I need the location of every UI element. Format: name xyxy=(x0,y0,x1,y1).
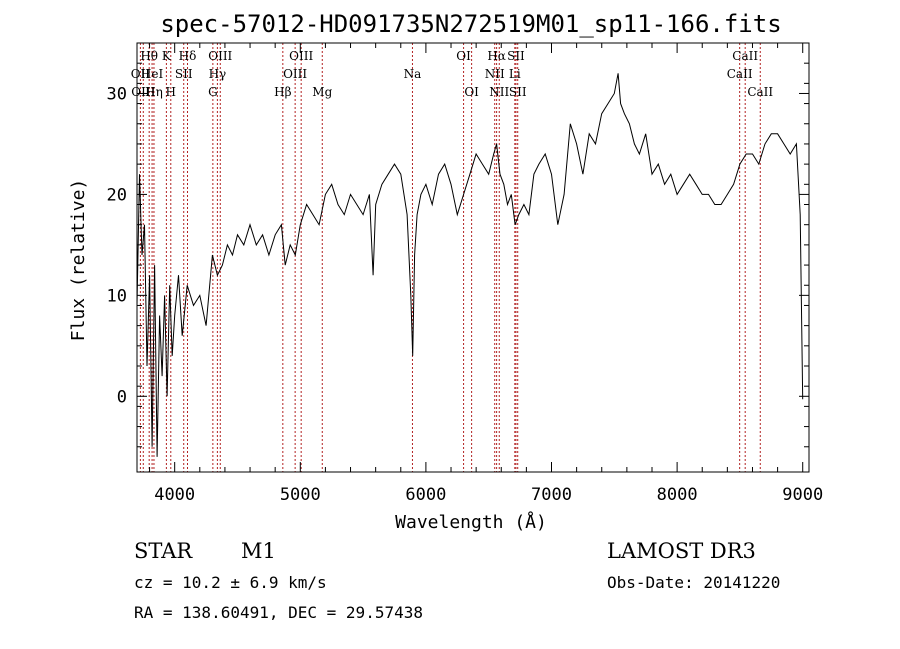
line-label-12: Hβ xyxy=(274,85,291,99)
line-label-11: G xyxy=(208,85,218,99)
line-label-26: CaII xyxy=(727,67,753,81)
line-label-20: NII xyxy=(485,67,505,81)
x-tick-label-3: 7000 xyxy=(531,485,572,505)
observation-date: Obs-Date: 20141220 xyxy=(607,573,781,592)
line-label-6: SII xyxy=(175,67,193,81)
y-tick-label-0: 0 xyxy=(117,387,127,407)
x-tick-label-5: 9000 xyxy=(782,485,823,505)
line-label-24: SII xyxy=(509,85,527,99)
coordinates-readout: RA = 138.60491, DEC = 29.57438 xyxy=(134,603,423,622)
line-label-17: OI xyxy=(456,49,471,63)
line-label-25: CaII xyxy=(732,49,758,63)
x-tick-label-1: 5000 xyxy=(280,485,321,505)
line-label-2: HeI xyxy=(141,67,164,81)
line-label-9: OIII xyxy=(208,49,232,63)
y-axis-label: Flux (relative) xyxy=(68,179,89,342)
axis-ticks: 4000 5000 6000 7000 8000 9000 0 10 20 30 xyxy=(107,42,823,505)
line-label-8: Hδ xyxy=(179,49,197,63)
line-label-4: Hη xyxy=(145,85,163,99)
line-label-0: Hθ xyxy=(140,49,158,63)
line-label-18: OI xyxy=(464,85,479,99)
x-tick-label-0: 4000 xyxy=(154,485,195,505)
spectrum-chart: spec-57012-HD091735N272519M01_sp11-166.f… xyxy=(68,10,823,533)
x-tick-label-2: 6000 xyxy=(405,485,446,505)
spectral-line-markers xyxy=(139,43,761,472)
line-label-13: OIII xyxy=(289,49,313,63)
line-label-10: Hγ xyxy=(209,67,227,81)
survey-name: LAMOST DR3 xyxy=(607,539,756,563)
line-label-14: OIII xyxy=(283,67,307,81)
line-label-22: SII xyxy=(507,49,525,63)
y-tick-label-1: 10 xyxy=(107,286,127,306)
x-axis-label: Wavelength (Å) xyxy=(395,511,547,533)
redshift-readout: cz = 10.2 ± 6.9 km/s xyxy=(134,573,327,592)
spectrum-line xyxy=(136,73,804,457)
line-label-27: CaII xyxy=(747,85,773,99)
line-label-21: NII xyxy=(489,85,509,99)
line-label-7: H xyxy=(166,85,176,99)
x-tick-label-4: 8000 xyxy=(657,485,698,505)
line-label-15: Mg xyxy=(312,85,332,99)
line-label-16: Na xyxy=(404,67,422,81)
object-subclass: M1 xyxy=(241,539,276,563)
plot-frame xyxy=(136,42,810,473)
y-tick-label-2: 20 xyxy=(107,185,127,205)
line-label-23: Li xyxy=(509,67,521,81)
object-class: STAR xyxy=(134,539,193,563)
y-tick-label-3: 30 xyxy=(107,84,127,104)
line-label-1: OII xyxy=(131,67,151,81)
line-label-5: K xyxy=(162,49,172,63)
line-label-19: Hα xyxy=(487,49,506,63)
chart-title: spec-57012-HD091735N272519M01_sp11-166.f… xyxy=(160,10,781,38)
